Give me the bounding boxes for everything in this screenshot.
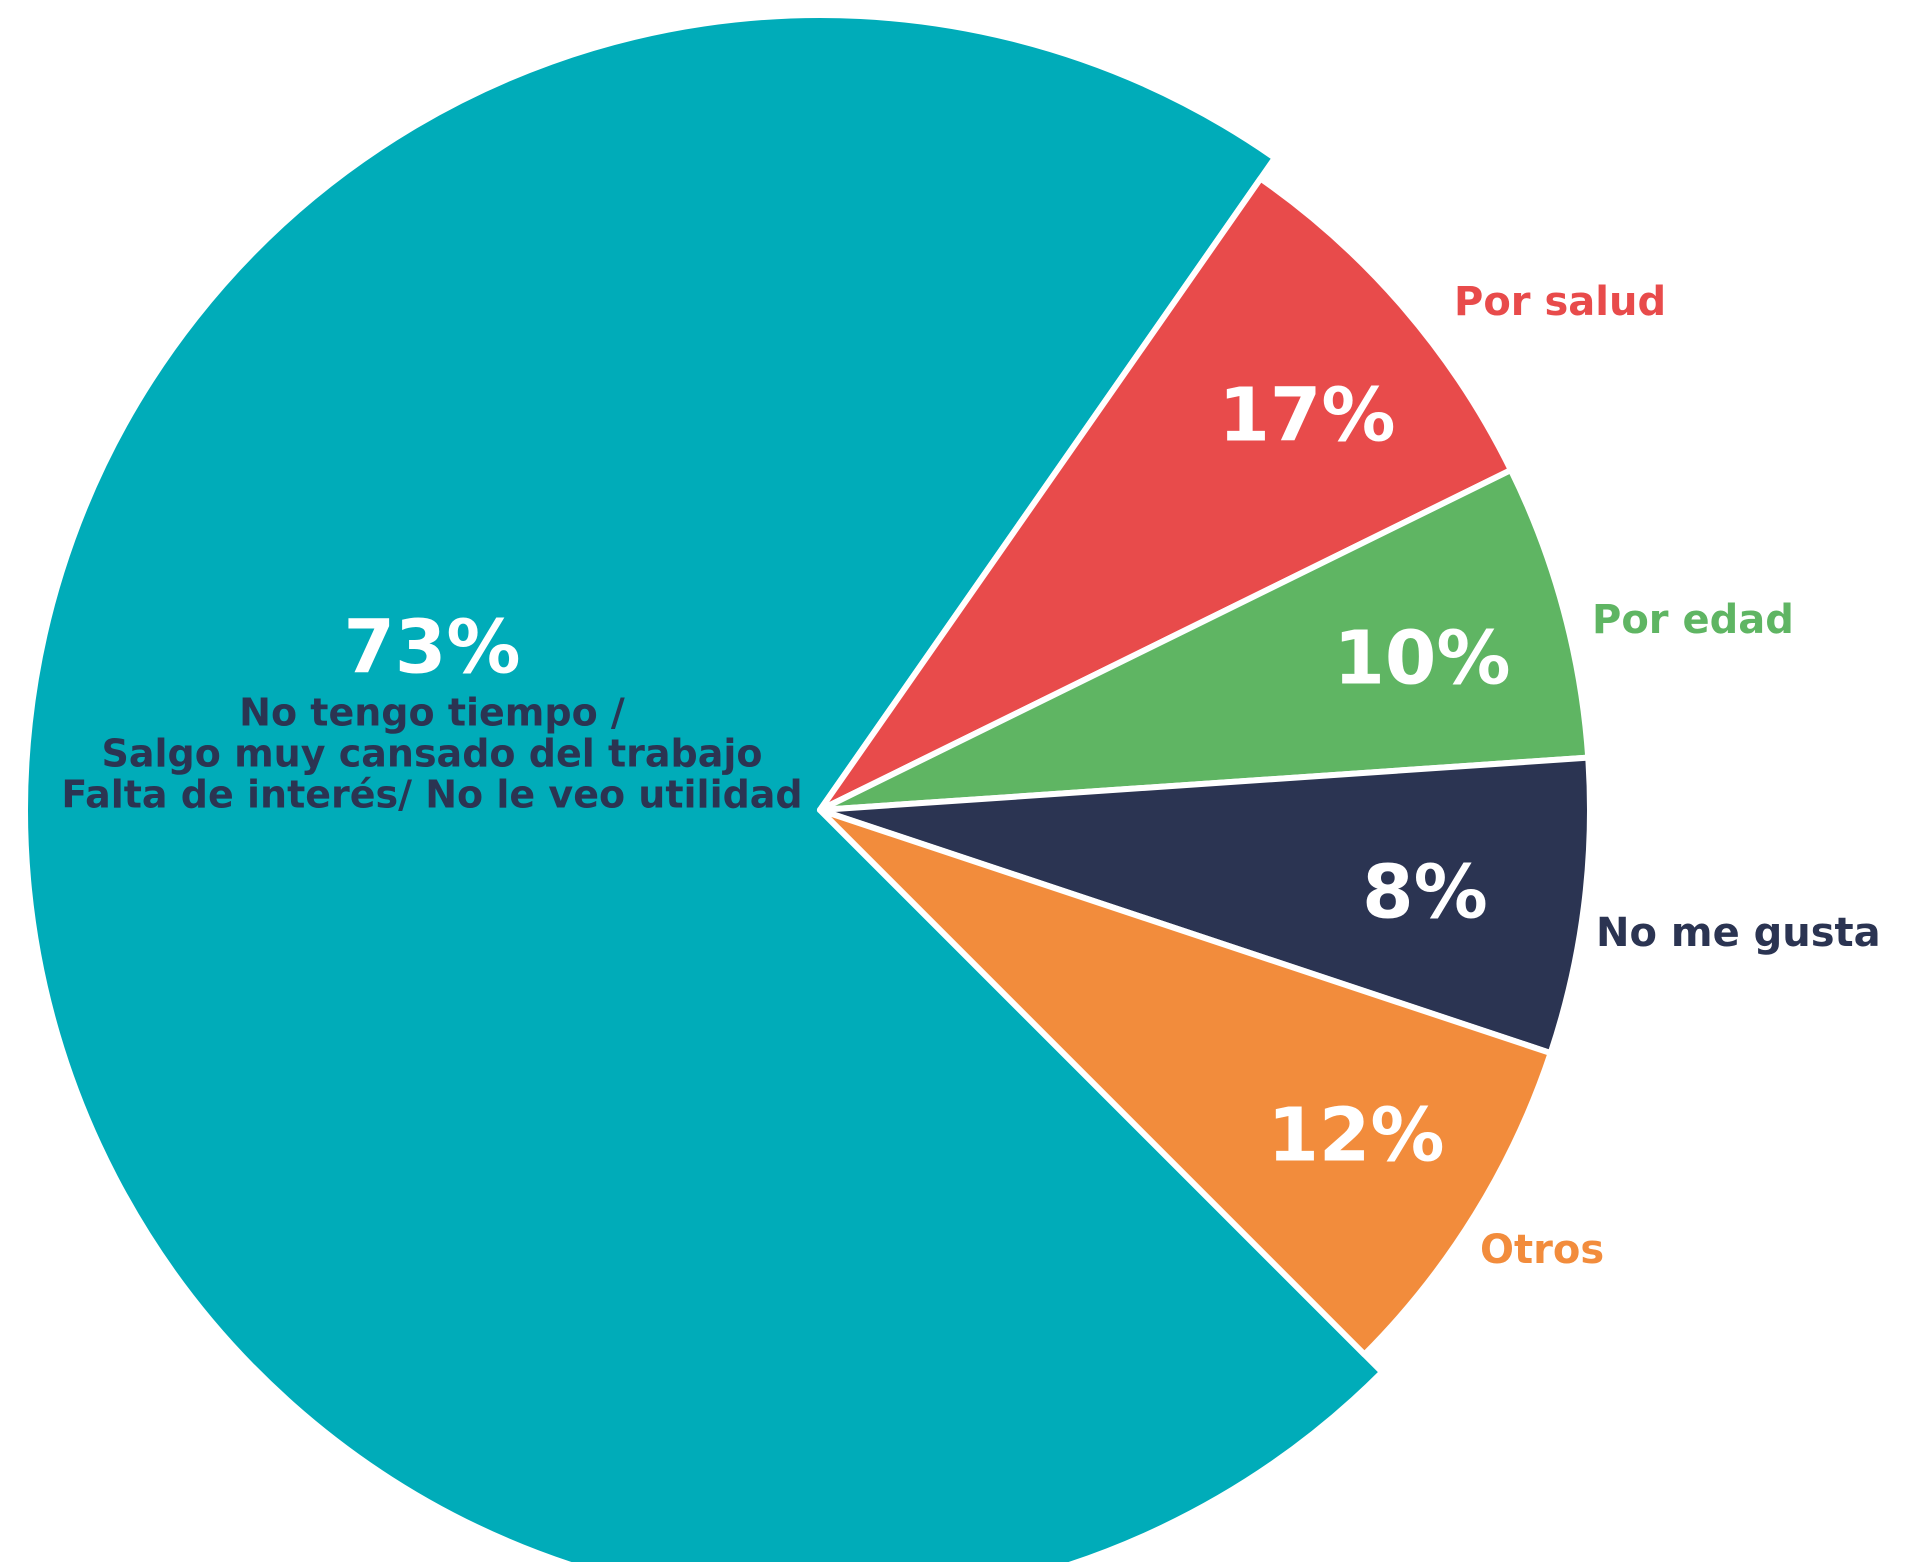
value-label-no-me-gusta: 8% <box>1362 850 1488 936</box>
pie-slice-no-me-gusta <box>817 754 1593 1057</box>
pie-slice-otros <box>817 807 1554 1358</box>
pie-labels: 73%No tengo tiempo /Salgo muy cansado de… <box>61 279 1880 1273</box>
category-label-line-3: Falta de interés/ No le veo utilidad <box>61 773 802 817</box>
category-label-por-edad: Por edad <box>1592 597 1794 643</box>
value-label-por-salud: 17% <box>1218 373 1395 459</box>
pie-slice-por-salud <box>817 175 1514 813</box>
value-label-por-edad: 10% <box>1333 616 1510 702</box>
pie-slice-no-tengo-tiempo <box>22 12 1386 1562</box>
pie-slices <box>22 12 1593 1562</box>
value-label-no-tengo-tiempo: 73% <box>343 605 520 691</box>
pie-slice-por-edad <box>817 467 1592 813</box>
category-label-no-me-gusta: No me gusta <box>1596 910 1881 956</box>
category-label-por-salud: Por salud <box>1454 279 1666 325</box>
category-label-line-2: Salgo muy cansado del trabajo <box>102 732 763 776</box>
category-label-otros: Otros <box>1480 1227 1604 1273</box>
category-label-line-1: No tengo tiempo / <box>239 691 625 735</box>
value-label-otros: 12% <box>1267 1093 1444 1179</box>
